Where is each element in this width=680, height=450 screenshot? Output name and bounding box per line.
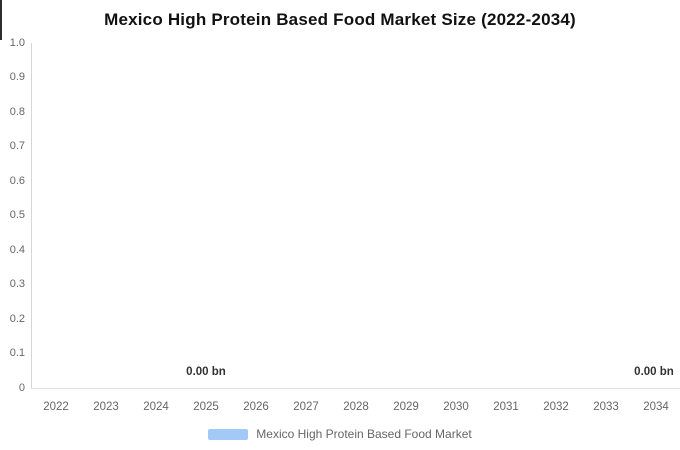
y-axis-label: 0 [18,381,25,394]
x-axis-label: 2027 [293,401,319,413]
x-axis-label: 2023 [93,401,119,413]
x-axis-label: 2034 [643,401,669,413]
x-axis-label: 2022 [43,401,69,413]
x-axis-label: 2032 [543,401,569,413]
y-axis-label: 0.1 [9,347,25,359]
x-axis-label: 2030 [443,401,469,413]
x-axis-label: 2024 [143,401,169,413]
y-axis-label: 0.2 [9,312,25,325]
legend-item[interactable]: Mexico High Protein Based Food Market [0,425,680,443]
legend-swatch-icon [208,428,249,440]
y-axis-label: 0.4 [9,243,25,256]
y-axis-label: 0.6 [9,174,25,187]
x-axis-line [31,388,680,389]
y-axis-label: 0.9 [9,71,25,83]
left-edge-mark [0,0,2,40]
y-axis-line [31,43,32,388]
data-label: 0.00 bn [634,366,674,378]
legend-label: Mexico High Protein Based Food Market [256,427,472,441]
y-axis-label: 0.7 [9,140,25,152]
x-axis-label: 2028 [343,401,369,413]
x-axis-label: 2031 [493,401,519,413]
y-axis-label: 0.5 [9,209,25,221]
x-axis-label: 2026 [243,401,269,413]
x-axis-label: 2033 [593,401,619,413]
x-axis-label: 2029 [393,401,419,413]
chart-title: Mexico High Protein Based Food Market Si… [104,10,576,29]
y-axis-label: 0.3 [9,278,25,290]
x-axis-label: 2025 [193,401,219,413]
y-axis-label: 0.8 [9,105,25,118]
y-axis-label: 1.0 [9,36,25,49]
data-label: 0.00 bn [186,366,226,378]
